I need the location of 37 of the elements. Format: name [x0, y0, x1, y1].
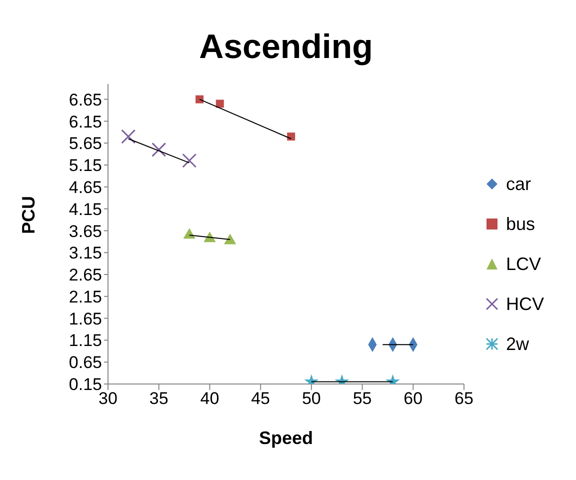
x-axis-title: Speed	[258, 428, 314, 448]
y-tick-label: 2.65	[68, 266, 102, 285]
point	[152, 142, 166, 157]
point	[196, 95, 204, 104]
y-axis-title: PCU	[18, 196, 38, 234]
y-tick-label: 6.15	[68, 112, 102, 132]
legend-label: HCV	[506, 293, 544, 316]
point	[287, 132, 296, 141]
x-tick-label: 55	[352, 389, 372, 408]
point	[121, 129, 136, 144]
y-tick-label: 0.65	[68, 353, 102, 372]
legend-label: LCV	[506, 253, 541, 276]
x-tick-label: 35	[149, 389, 168, 408]
y-tick-label: 4.65	[68, 178, 102, 197]
x-tick-label: 45	[251, 389, 270, 408]
y-tick-label: 1.65	[68, 309, 102, 328]
x-tick-label: 40	[200, 389, 220, 408]
chart-title: Ascending	[198, 27, 374, 68]
x-tick-label: 30	[98, 389, 118, 408]
legend-label: 2w	[506, 333, 529, 356]
legend-label: car	[506, 173, 531, 196]
y-tick-label: 2.15	[68, 287, 102, 306]
legend-label: bus	[506, 213, 536, 236]
y-tick-label: 5.15	[68, 156, 102, 176]
x-tick-label: 60	[404, 389, 423, 408]
y-tick-label: 6.65	[68, 90, 102, 110]
y-tick-label: 5.65	[68, 134, 102, 154]
y-tick-label: 4.15	[68, 200, 102, 219]
x-tick-label: 65	[454, 389, 474, 408]
point	[216, 100, 224, 108]
y-tick-label: 3.65	[68, 222, 102, 241]
y-tick-label: 1.15	[68, 331, 102, 350]
point	[224, 234, 236, 244]
point	[183, 228, 196, 239]
y-tick-label: 3.15	[68, 244, 102, 263]
point	[182, 153, 197, 168]
x-tick-label: 50	[302, 389, 321, 408]
